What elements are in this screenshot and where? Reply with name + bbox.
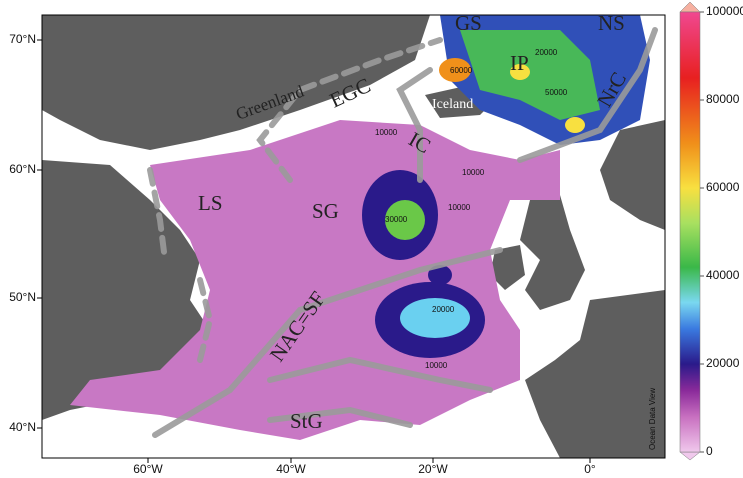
current-arrow xyxy=(267,356,493,393)
colorbar-label: 80000 xyxy=(706,92,740,106)
contour-label: 10000 xyxy=(375,128,398,137)
north-america xyxy=(42,160,210,420)
land-label: Iceland xyxy=(432,97,473,112)
contour-label: 20000 xyxy=(535,48,558,57)
current-arrow xyxy=(152,247,503,438)
ireland xyxy=(490,245,525,290)
lat-label: 70°N xyxy=(9,32,36,46)
yellow-patch xyxy=(565,117,585,133)
lon-label: 60°W xyxy=(133,462,163,476)
current-arrow xyxy=(267,406,413,428)
lon-label: 40°W xyxy=(276,462,306,476)
map-frame xyxy=(41,14,666,459)
region-label: SG xyxy=(312,199,339,223)
region-label: IP xyxy=(510,51,529,75)
great-britain xyxy=(520,195,585,310)
contour-label: 10000 xyxy=(448,203,471,212)
colorbar-extend xyxy=(679,451,701,461)
data-field xyxy=(70,120,560,440)
green-patch xyxy=(460,30,600,120)
colorbar-label: 100000 xyxy=(706,4,743,18)
lat-label: 50°N xyxy=(9,290,36,304)
current-arrow xyxy=(517,27,658,163)
map-area: GS NS IP NrC EGC Greenland Iceland IC LS… xyxy=(42,11,665,458)
credit: Ocean Data View xyxy=(648,388,657,450)
colorbar-extend xyxy=(679,1,701,13)
colorbar-label: 0 xyxy=(706,444,713,458)
contour-label: 60000 xyxy=(450,66,473,75)
current-arrow xyxy=(396,67,433,183)
region-label: NS xyxy=(598,11,625,35)
current-arrow xyxy=(256,37,443,183)
region-label: GS xyxy=(455,11,482,35)
contour-label: 10000 xyxy=(425,361,448,370)
contour-label: 50000 xyxy=(545,88,568,97)
lat-label: 40°N xyxy=(9,420,36,434)
colorbar-label: 20000 xyxy=(706,356,740,370)
colorbar-label: 40000 xyxy=(706,268,740,282)
lon-label: 0° xyxy=(584,462,596,476)
current-arrow xyxy=(197,277,214,363)
green-patch xyxy=(385,200,425,240)
contour-label: 30000 xyxy=(385,215,408,224)
contour-label: 10000 xyxy=(462,168,485,177)
colorbar-label: 60000 xyxy=(706,180,740,194)
region-label: LS xyxy=(198,191,223,215)
lat-label: 60°N xyxy=(9,162,36,176)
orange-patch xyxy=(439,58,471,82)
current-arrow xyxy=(147,167,168,263)
greenland xyxy=(42,15,430,150)
scandinavia xyxy=(600,120,665,230)
colorbar xyxy=(679,11,701,453)
blue-patch xyxy=(428,265,452,285)
europe xyxy=(525,290,665,458)
lon-label: 20°W xyxy=(418,462,448,476)
cyan-patch xyxy=(400,298,470,338)
yellow-patch xyxy=(510,64,530,80)
contour-label: 20000 xyxy=(432,305,455,314)
region-label: StG xyxy=(290,409,323,433)
